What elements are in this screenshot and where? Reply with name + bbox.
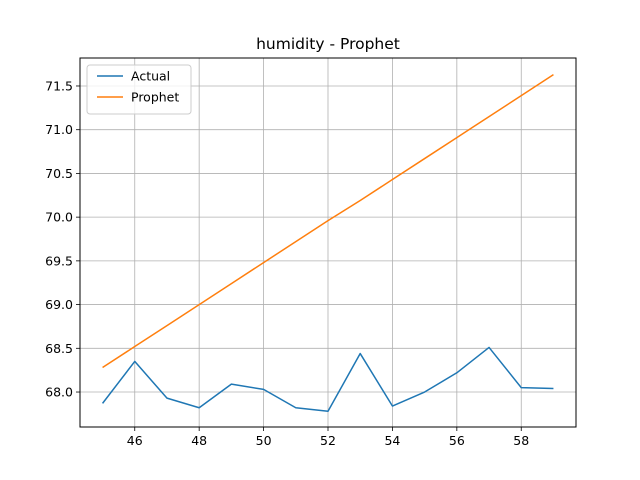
legend: Actual Prophet [86, 64, 192, 115]
chart-title: humidity - Prophet [256, 35, 400, 53]
y-tick-label: 70.5 [45, 166, 73, 181]
y-tick-label: 69.5 [45, 253, 73, 268]
x-tick-label: 58 [513, 433, 529, 448]
y-tick-label: 71.0 [45, 122, 73, 137]
x-tick-label: 48 [191, 433, 207, 448]
x-axis: 46 48 50 52 54 56 58 [127, 427, 529, 448]
x-tick-label: 52 [320, 433, 336, 448]
y-tick-label: 71.5 [45, 78, 73, 93]
x-tick-label: 56 [449, 433, 465, 448]
y-tick-label: 68.0 [45, 385, 73, 400]
y-tick-label: 68.5 [45, 341, 73, 356]
series-lines [101, 73, 554, 413]
y-axis: 68.0 68.5 69.0 69.5 70.0 70.5 71.0 71.5 [45, 78, 80, 400]
legend-label-actual: Actual [131, 69, 170, 84]
series-line-actual [101, 346, 554, 413]
legend-box [86, 64, 192, 115]
grid [80, 58, 576, 427]
x-tick-label: 54 [384, 433, 400, 448]
y-tick-label: 69.0 [45, 297, 73, 312]
y-tick-label: 70.0 [45, 210, 73, 225]
x-tick-label: 46 [127, 433, 143, 448]
series-line-prophet [102, 73, 554, 369]
legend-label-prophet: Prophet [131, 90, 179, 105]
x-tick-label: 50 [256, 433, 272, 448]
